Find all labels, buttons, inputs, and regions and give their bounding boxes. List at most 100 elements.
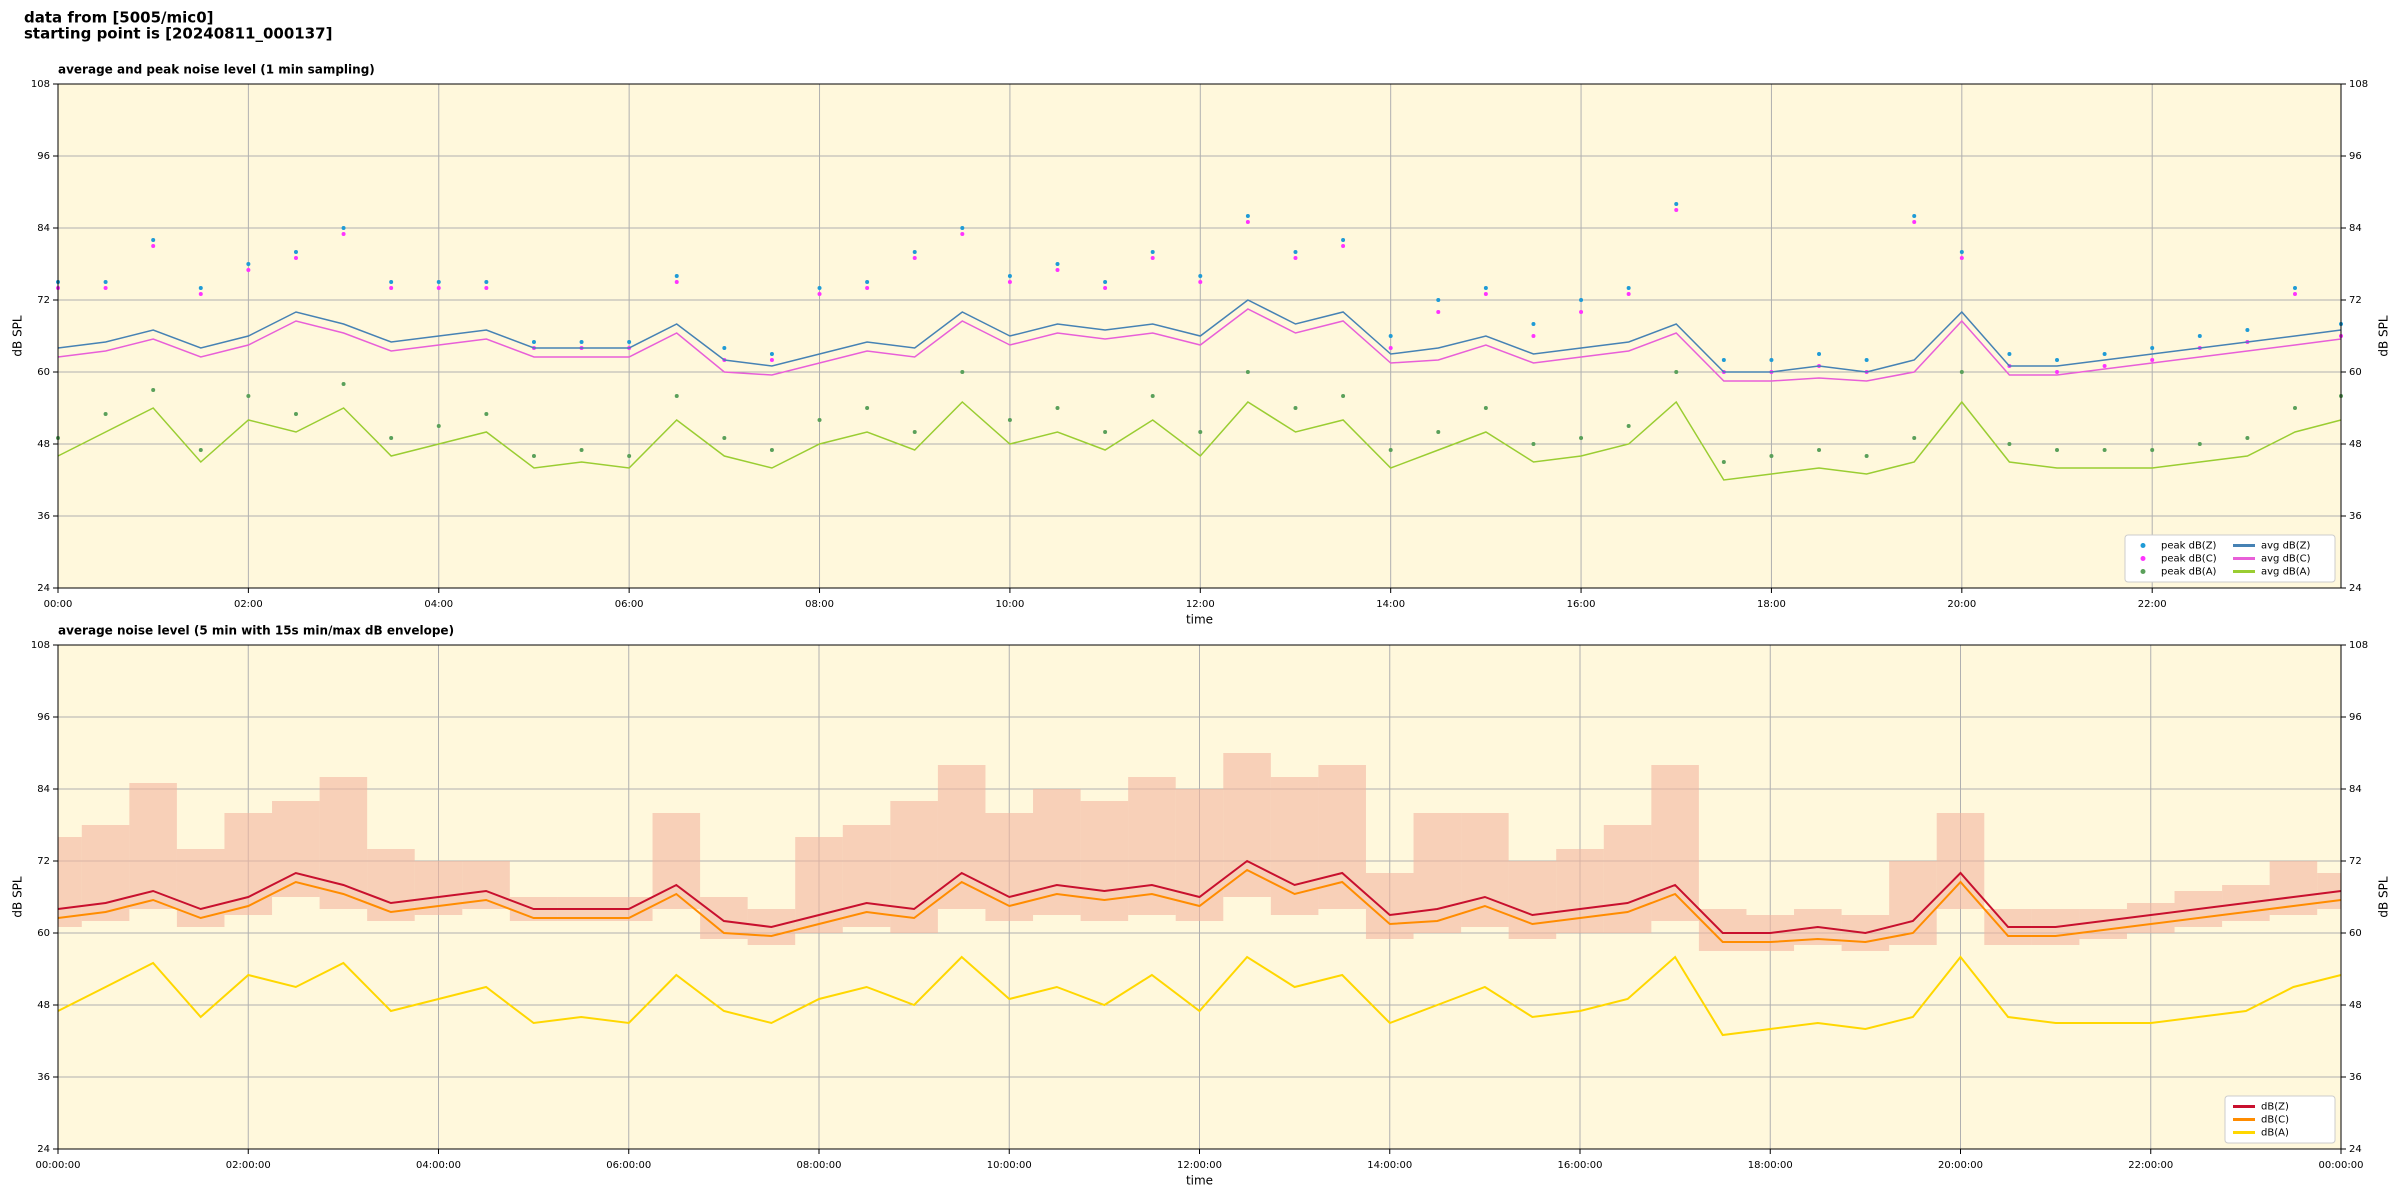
peak-point — [198, 286, 203, 290]
peak-point — [1103, 286, 1108, 290]
peak-point — [627, 454, 632, 458]
x-tick-label: 12:00:00 — [1177, 1160, 1222, 1171]
peak-point — [1864, 358, 1869, 362]
peak-point — [1674, 202, 1679, 206]
envelope — [176, 849, 225, 927]
peak-point — [1198, 430, 1203, 434]
plot-frame — [57, 644, 2342, 1150]
peak-point — [2055, 358, 2060, 362]
peak-point — [198, 292, 203, 296]
y-axis-label: dB SPL — [11, 876, 25, 918]
peak-point — [2197, 334, 2202, 338]
legend-swatch — [2140, 556, 2146, 561]
peak-point — [1769, 358, 1774, 362]
x-tick-label: 08:00:00 — [797, 1160, 842, 1171]
peak-point — [103, 412, 108, 416]
x-tick-label: 10:00 — [995, 599, 1024, 610]
x-tick-label: 14:00 — [1376, 599, 1405, 610]
legend-label: avg dB(C) — [2261, 554, 2311, 565]
y2-tick-label: 60 — [2349, 367, 2362, 378]
header-line: starting point is [20240811_000137] — [24, 25, 332, 43]
peak-point — [865, 286, 870, 290]
peak-point — [960, 232, 965, 236]
peak-point — [1055, 262, 1060, 266]
x-tick-label: 16:00:00 — [1558, 1160, 1603, 1171]
peak-point — [769, 358, 774, 362]
y2-tick-label: 108 — [2349, 79, 2368, 90]
legend-label: peak dB(C) — [2161, 554, 2217, 565]
legend-box — [2124, 534, 2336, 583]
y2-tick-label: 108 — [2349, 640, 2368, 651]
peak-point — [246, 262, 251, 266]
peak-point — [151, 244, 156, 248]
peak-point — [722, 346, 727, 350]
peak-point — [1959, 370, 1964, 374]
legend-swatch — [2140, 543, 2146, 548]
peak-point — [293, 412, 298, 416]
peak-point — [1864, 454, 1869, 458]
envelope — [1651, 765, 1699, 921]
envelope — [1365, 873, 1414, 939]
envelope — [224, 813, 273, 915]
peak-point — [2055, 448, 2060, 452]
y-tick-label: 72 — [37, 856, 50, 867]
peak-point — [1436, 310, 1441, 314]
peak-point — [1150, 394, 1155, 398]
y-tick-label: 84 — [37, 784, 50, 795]
peak-point — [2292, 286, 2297, 290]
peak-point — [1055, 268, 1060, 272]
plot-frame — [57, 83, 2342, 589]
peak-point — [1245, 220, 1250, 224]
envelope — [1889, 861, 1937, 945]
peak-point — [1103, 280, 1108, 284]
y2-tick-label: 72 — [2349, 295, 2362, 306]
peak-point — [1436, 430, 1441, 434]
peak-point — [1150, 256, 1155, 260]
y2-axis-label: dB SPL — [2377, 876, 2391, 918]
envelope — [1128, 777, 1176, 915]
y-tick-label: 108 — [31, 79, 50, 90]
peak-point — [627, 340, 632, 344]
peak-point — [1959, 256, 1964, 260]
peak-point — [912, 430, 917, 434]
x-tick-label: 20:00 — [1947, 599, 1976, 610]
y2-tick-label: 84 — [2349, 784, 2362, 795]
peak-point — [2245, 436, 2250, 440]
peak-point — [389, 280, 394, 284]
peak-point — [1674, 370, 1679, 374]
peak-point — [341, 382, 346, 386]
envelope — [1175, 789, 1224, 921]
y2-tick-label: 60 — [2349, 928, 2362, 939]
peak-point — [1341, 244, 1346, 248]
peak-point — [1483, 292, 1488, 296]
peak-point — [2007, 442, 2012, 446]
x-tick-label: 16:00 — [1567, 599, 1596, 610]
peak-point — [2292, 292, 2297, 296]
peak-point — [1912, 220, 1917, 224]
peak-point — [1912, 214, 1917, 218]
peak-point — [1007, 280, 1012, 284]
legend-label: peak dB(A) — [2161, 567, 2217, 578]
peak-point — [1198, 280, 1203, 284]
y-tick-label: 96 — [37, 712, 50, 723]
envelope — [81, 825, 130, 921]
chart-panel: average noise level (5 min with 15s min/… — [11, 624, 2391, 1188]
peak-point — [2150, 448, 2155, 452]
peak-point — [198, 448, 203, 452]
peak-point — [1055, 406, 1060, 410]
peak-point — [1959, 250, 1964, 254]
series-line — [57, 308, 2342, 382]
y-tick-label: 84 — [37, 223, 50, 234]
peak-point — [865, 280, 870, 284]
peak-point — [1769, 454, 1774, 458]
x-tick-label: 02:00:00 — [226, 1160, 271, 1171]
series-line — [57, 868, 2342, 944]
peak-point — [1626, 286, 1631, 290]
x-tick-label: 02:00 — [234, 599, 263, 610]
envelope — [937, 765, 986, 909]
peak-point — [389, 286, 394, 290]
x-tick-label: 04:00 — [424, 599, 453, 610]
y-tick-label: 24 — [37, 1144, 50, 1155]
y2-tick-label: 48 — [2349, 439, 2362, 450]
